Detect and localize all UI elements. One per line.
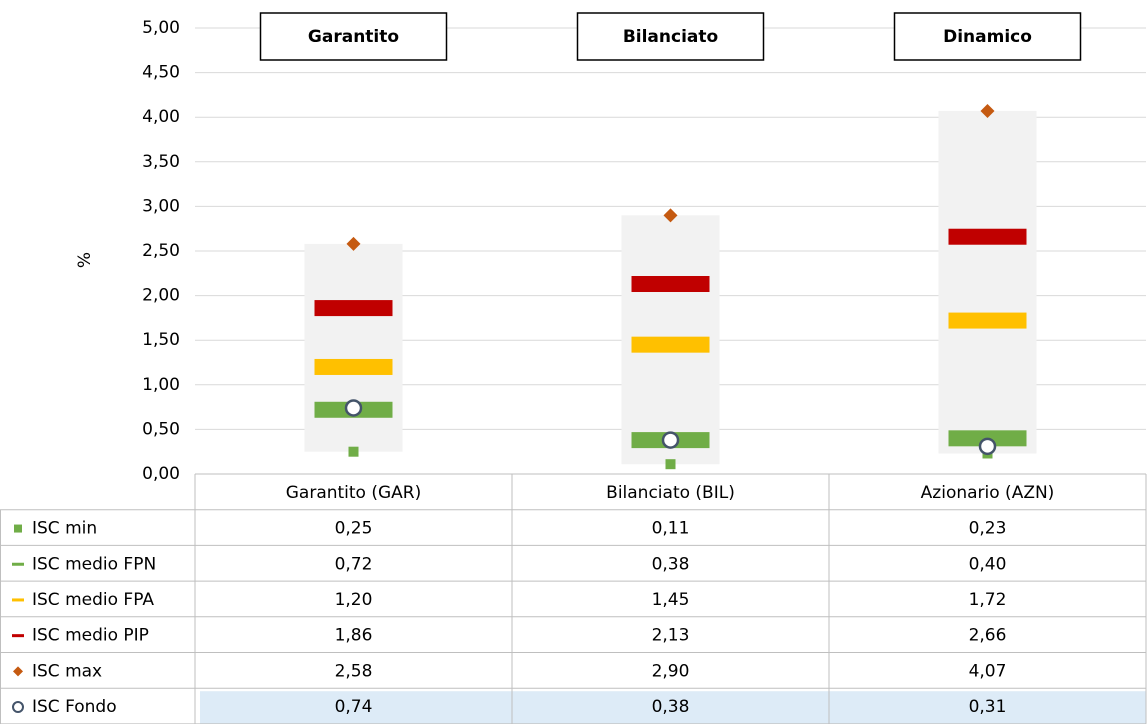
- marker-square: [665, 459, 676, 470]
- series-name: ISC medio FPN: [32, 554, 156, 574]
- series-name: ISC max: [32, 661, 102, 681]
- category-label: Garantito (GAR): [286, 483, 422, 503]
- marker-bar: [948, 312, 1027, 329]
- marker-square: [348, 446, 359, 457]
- y-tick-label: 0,00: [142, 464, 180, 484]
- y-tick-label: 1,50: [142, 330, 180, 350]
- value-label: 1,72: [969, 590, 1007, 610]
- marker-bar: [631, 336, 710, 353]
- value-label: 2,66: [969, 626, 1007, 646]
- y-tick-label: 3,00: [142, 196, 180, 216]
- value-label: 1,45: [652, 590, 690, 610]
- y-tick-label: 2,00: [142, 286, 180, 306]
- value-label: 0,38: [652, 697, 690, 717]
- legend-symbol: [12, 598, 24, 602]
- marker-diamond: [663, 208, 678, 223]
- series-name: ISC medio FPA: [32, 590, 154, 610]
- marker-bar: [314, 358, 393, 375]
- value-label: 0,40: [969, 554, 1007, 574]
- y-tick-label: 4,50: [142, 63, 180, 83]
- value-label: 2,13: [652, 626, 690, 646]
- marker-diamond: [346, 236, 361, 251]
- value-label: 2,58: [335, 661, 373, 681]
- series-name: ISC Fondo: [32, 697, 117, 717]
- value-label: 0,25: [335, 519, 373, 539]
- value-label: 0,11: [652, 519, 690, 539]
- marker-bar: [948, 228, 1027, 245]
- marker-diamond: [980, 103, 995, 118]
- y-axis-label: %: [75, 252, 95, 268]
- legend-symbol: [12, 701, 24, 714]
- panel-title: Bilanciato: [623, 27, 718, 47]
- panel-title-box: [893, 12, 1082, 61]
- panel-title: Dinamico: [943, 27, 1032, 47]
- y-tick-label: 2,50: [142, 241, 180, 261]
- marker-bar: [314, 300, 393, 317]
- category-label: Bilanciato (BIL): [606, 483, 735, 503]
- value-label: 0,38: [652, 554, 690, 574]
- marker-circle: [978, 437, 997, 456]
- y-tick-label: 5,00: [142, 18, 180, 38]
- legend-symbol: [13, 666, 23, 677]
- value-label: 0,31: [969, 697, 1007, 717]
- value-label: 1,20: [335, 590, 373, 610]
- range-band: [938, 110, 1037, 454]
- legend-symbol: [12, 634, 24, 638]
- value-label: 0,72: [335, 554, 373, 574]
- range-band: [304, 243, 403, 452]
- value-label: 0,23: [969, 519, 1007, 539]
- value-label: 0,74: [335, 697, 373, 717]
- series-name: ISC min: [32, 519, 97, 539]
- marker-bar: [631, 276, 710, 293]
- y-tick-label: 1,00: [142, 375, 180, 395]
- panel-title-box: [576, 12, 765, 61]
- series-name: ISC medio PIP: [32, 626, 149, 646]
- y-tick-label: 3,50: [142, 152, 180, 172]
- category-label: Azionario (AZN): [921, 483, 1055, 503]
- value-label: 2,90: [652, 661, 690, 681]
- marker-circle: [344, 399, 363, 417]
- highlight-row: [200, 691, 1146, 724]
- value-label: 4,07: [969, 661, 1007, 681]
- y-tick-label: 4,00: [142, 107, 180, 127]
- marker-circle: [661, 431, 680, 449]
- legend-symbol: [12, 562, 24, 566]
- panel-title: Garantito: [308, 27, 399, 47]
- legend-symbol: [14, 524, 22, 533]
- value-label: 1,86: [335, 626, 373, 646]
- panel-title-box: [259, 12, 448, 61]
- y-tick-label: 0,50: [142, 419, 180, 439]
